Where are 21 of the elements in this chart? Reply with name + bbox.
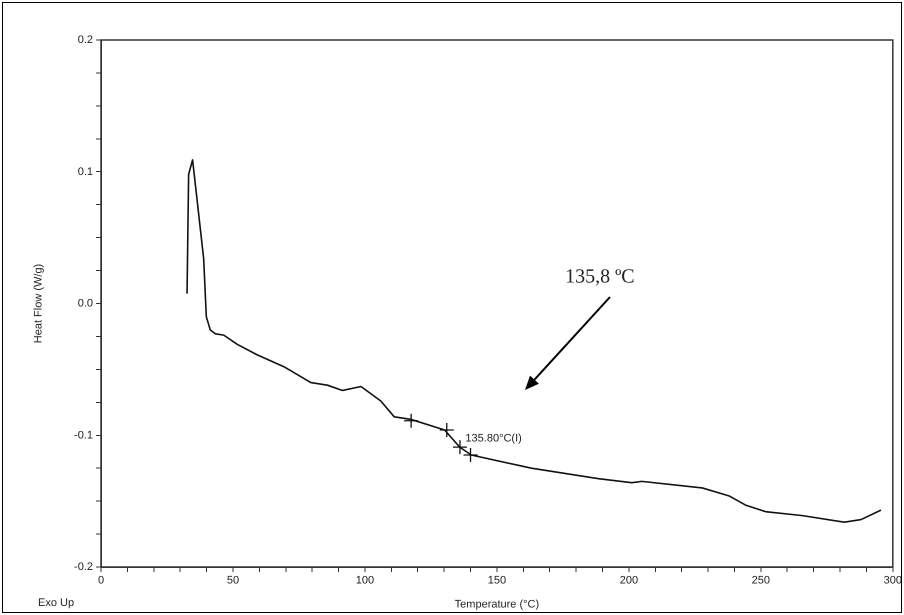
y-axis-title: Heat Flow (W/g)	[32, 264, 45, 344]
y-tick-label: -0.1	[74, 429, 93, 442]
text: Exo Up	[38, 597, 74, 610]
y-tick-label: -0.2	[74, 561, 93, 574]
y-tick-label: 0.2	[78, 34, 93, 46]
x-tick-label: 250	[752, 574, 770, 587]
x-tick-label: 300	[884, 574, 902, 587]
annotation: 135.80°C(I)	[465, 432, 522, 445]
point	[452, 439, 468, 455]
x-tick-label: 200	[620, 574, 638, 587]
x-tick-label: 150	[488, 574, 506, 587]
y-tick-label: 0.1	[78, 166, 93, 178]
x-tick-label: 50	[226, 574, 240, 587]
x-axis-title: Temperature (°C)	[454, 598, 540, 610]
point	[439, 422, 454, 438]
x-tick-label: 100	[356, 574, 374, 587]
y-tick-label: 0.0	[78, 298, 93, 310]
point	[462, 447, 478, 463]
x-tick-label: 0	[98, 574, 104, 587]
point	[403, 413, 419, 428]
annotation: 135,8 ºC	[565, 265, 635, 288]
